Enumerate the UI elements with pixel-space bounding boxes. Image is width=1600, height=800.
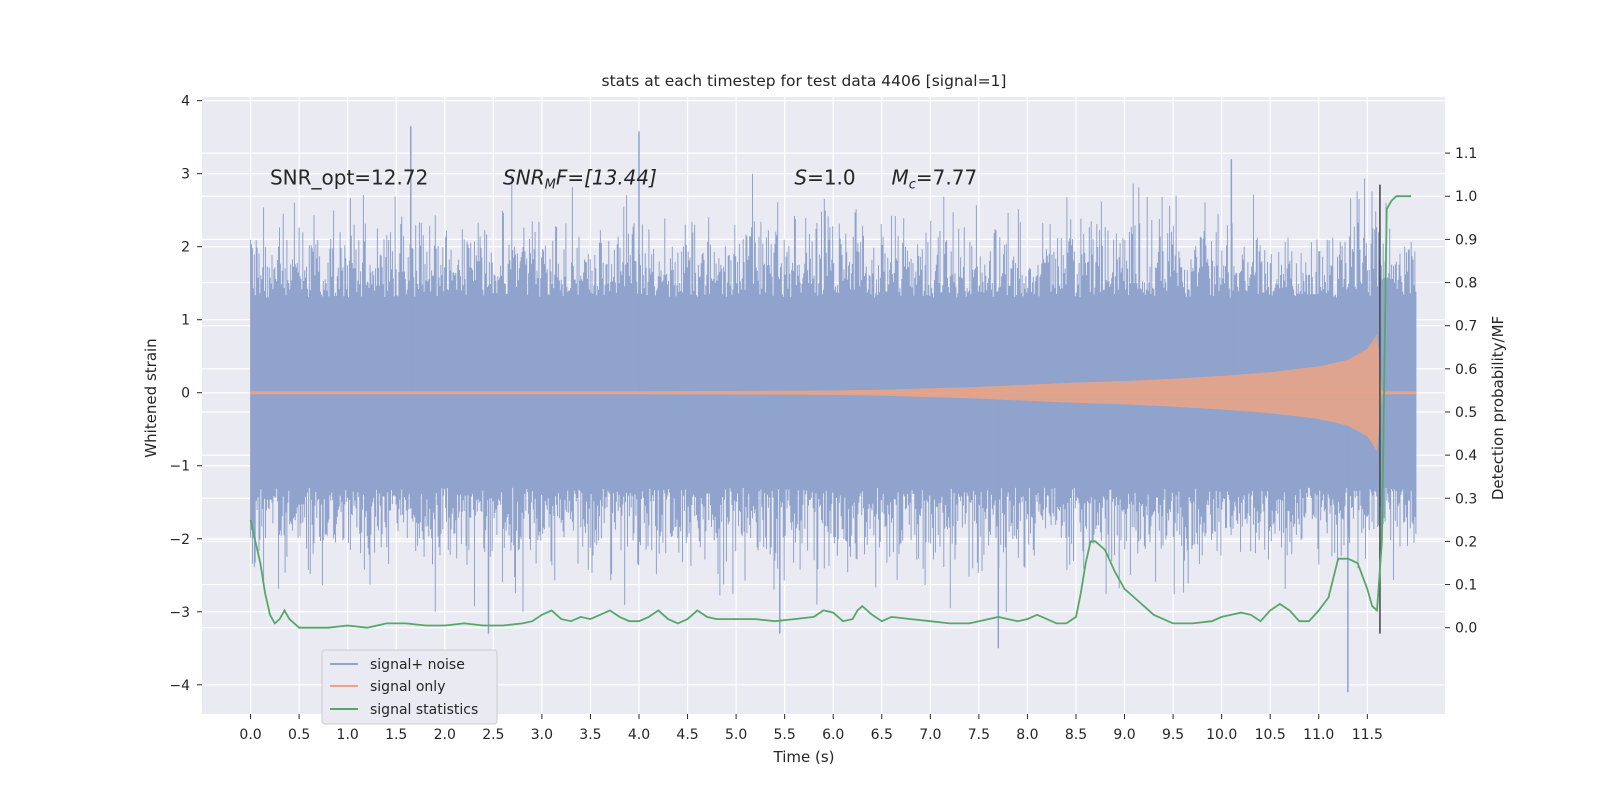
series-signal-only	[250, 334, 1416, 452]
x-tick-label: 11.5	[1352, 727, 1383, 743]
x-tick-label: 9.5	[1162, 727, 1184, 743]
y-right-tick-label: 0.3	[1455, 491, 1477, 507]
x-tick-label: 0.5	[288, 727, 310, 743]
legend: signal+ noise signal only signal statist…	[321, 649, 498, 725]
annotation-1: SNRMF=[13.44]	[503, 166, 657, 193]
y-right-tick-label: 0.1	[1455, 578, 1477, 594]
x-tick-label: 1.5	[385, 727, 407, 743]
x-tick-label: 10.5	[1255, 727, 1286, 743]
annotation-3: Mc=7.77	[891, 166, 977, 193]
y-tick-label: 2	[181, 240, 190, 256]
chart-title: stats at each timestep for test data 440…	[602, 72, 1007, 90]
y-axis-label: Whitened strain	[142, 338, 160, 457]
y-tick-label: −2	[169, 532, 190, 548]
y-right-tick-label: 1.1	[1455, 146, 1477, 162]
y-right-tick-label: 0.0	[1455, 621, 1477, 637]
y-right-axis-label: Detection probability/MF	[1489, 316, 1507, 500]
y-right-tick-label: 0.5	[1455, 405, 1477, 421]
x-tick-label: 5.5	[774, 727, 796, 743]
y-right-tick-label: 0.4	[1455, 448, 1477, 464]
y-right-tick-label: 0.9	[1455, 232, 1477, 248]
x-tick-label: 6.5	[871, 727, 893, 743]
series-signal-statistics	[249, 195, 1411, 629]
x-tick-label: 4.0	[628, 727, 650, 743]
x-tick-label: 11.0	[1303, 727, 1334, 743]
x-tick-label: 3.5	[579, 727, 601, 743]
y-tick-label: 3	[181, 167, 190, 183]
x-tick-label: 2.5	[482, 727, 504, 743]
y-tick-label: 0	[181, 386, 190, 402]
y-tick-label: 4	[181, 94, 190, 110]
y-tick-label: −1	[169, 459, 190, 475]
legend-label-signal-statistics: signal statistics	[370, 702, 478, 718]
y-tick-label: −3	[169, 605, 190, 621]
x-tick-label: 2.0	[434, 727, 456, 743]
x-tick-label: 7.0	[919, 727, 941, 743]
x-tick-label: 5.0	[725, 727, 747, 743]
x-tick-label: 7.5	[968, 727, 990, 743]
annotations: SNR_opt=12.72 SNRMF=[13.44] S=1.0 Mc=7.77	[270, 166, 977, 193]
annotation-2: S=1.0	[794, 166, 855, 190]
legend-box	[321, 649, 498, 725]
y-right-tick-label: 0.2	[1455, 534, 1477, 550]
y-right-tick-label: 0.7	[1455, 319, 1477, 335]
y-tick-label: −4	[169, 678, 190, 694]
x-tick-label: 8.5	[1065, 727, 1087, 743]
x-tick-label: 10.0	[1206, 727, 1237, 743]
x-tick-label: 6.0	[822, 727, 844, 743]
y-tick-label: 1	[181, 313, 190, 329]
annotation-0: SNR_opt=12.72	[270, 166, 428, 190]
legend-label-signal-plus-noise: signal+ noise	[370, 657, 465, 673]
x-axis-label: Time (s)	[773, 748, 835, 766]
axes: 0.0 0.5 1.0 1.5 2.0 2.5 3.0 3.5 4.0 4.5 5.0 5.5 6.0 6…	[169, 94, 1477, 743]
x-tick-label: 0.0	[239, 727, 261, 743]
x-tick-label: 8.0	[1016, 727, 1038, 743]
y-right-tick-label: 0.6	[1455, 362, 1477, 378]
x-tick-label: 9.0	[1113, 727, 1135, 743]
x-tick-label: 3.0	[531, 727, 553, 743]
legend-label-signal-only: signal only	[370, 679, 445, 695]
signal-statistics-line	[249, 195, 1411, 629]
y-right-tick-label: 1.0	[1455, 189, 1477, 205]
x-tick-label: 4.5	[676, 727, 698, 743]
y-right-tick-label: 0.8	[1455, 276, 1477, 292]
x-tick-label: 1.0	[337, 727, 359, 743]
